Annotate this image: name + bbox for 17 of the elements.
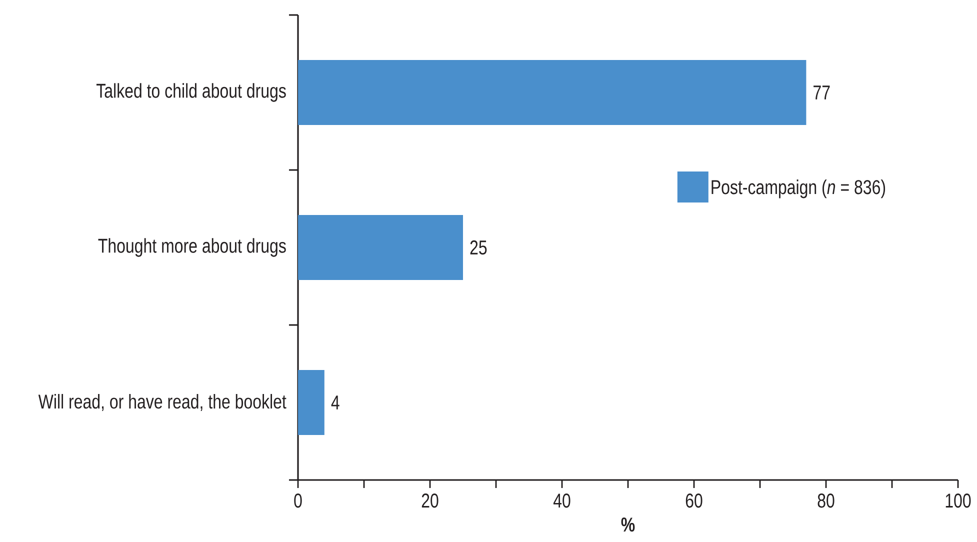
legend-label: Post-campaign (n = 836) bbox=[712, 180, 886, 198]
x-tick-label: 40 bbox=[553, 494, 570, 508]
x-tick-label: 100 bbox=[946, 494, 971, 508]
x-tick-label: 80 bbox=[818, 494, 834, 508]
data-label: 77 bbox=[814, 86, 830, 100]
data-label: 4 bbox=[331, 396, 340, 410]
x-axis-title: % bbox=[621, 518, 635, 532]
bar bbox=[298, 60, 806, 126]
x-tick-label: 20 bbox=[422, 494, 438, 508]
bar bbox=[298, 370, 324, 436]
y-tick-label: Will read, or have read, the booklet bbox=[38, 394, 286, 412]
x-tick-label: 0 bbox=[294, 494, 302, 508]
bar bbox=[298, 214, 464, 280]
x-tick-label: 60 bbox=[686, 494, 702, 508]
y-tick-label: Talked to child about drugs bbox=[96, 83, 286, 102]
y-tick-label: Thought more about drugs bbox=[98, 238, 286, 257]
data-label: 25 bbox=[470, 240, 487, 255]
